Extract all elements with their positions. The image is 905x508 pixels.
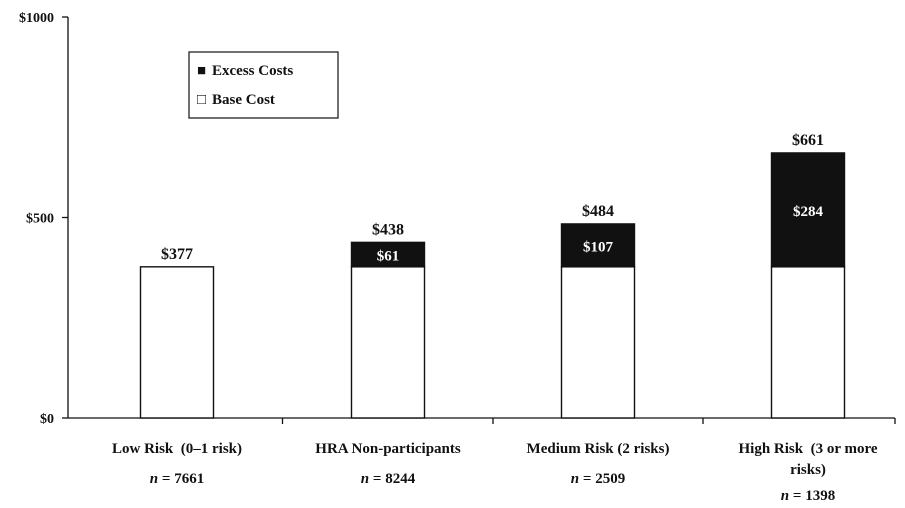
sample-size-label: n = 7661 xyxy=(150,471,204,487)
x-category-label: Low Risk (0–1 risk) xyxy=(112,441,242,457)
sample-size-label: n = 2509 xyxy=(571,471,625,487)
bar-excess-costs xyxy=(560,223,636,268)
bars xyxy=(139,152,846,419)
labels: $377 Low Risk (0–1 risk) n = 7661 $61 $438 HR… xyxy=(112,132,878,504)
bar-base-cost xyxy=(770,266,846,419)
bar-excess-costs xyxy=(350,241,426,268)
bar-base-cost xyxy=(350,266,426,419)
excess-value-label: $107 xyxy=(583,239,614,255)
y-tick-label: $500 xyxy=(26,212,54,227)
x-category-label: HRA Non-participants xyxy=(315,441,461,457)
bar-excess-costs xyxy=(770,152,846,268)
sample-size-n: n xyxy=(150,471,158,487)
legend-symbol-base: □ xyxy=(197,92,206,108)
y-tick-label: $1000 xyxy=(19,11,54,26)
sample-size-value: = 7661 xyxy=(158,471,204,487)
total-value-label: $438 xyxy=(372,221,404,238)
legend: ■ Excess Costs □ Base Cost xyxy=(188,51,339,119)
x-category-label: risks) xyxy=(790,462,826,478)
sample-size-label: n = 1398 xyxy=(781,488,835,504)
x-category-label: Medium Risk (2 risks) xyxy=(527,441,670,457)
total-value-label: $661 xyxy=(792,132,824,149)
sample-size-n: n xyxy=(361,471,369,487)
legend-box xyxy=(188,51,339,119)
total-value-label: $377 xyxy=(161,246,193,263)
y-tick-label: $0 xyxy=(40,412,54,427)
excess-value-label: $61 xyxy=(377,249,400,265)
legend-label-base: Base Cost xyxy=(212,92,275,108)
sample-size-n: n xyxy=(571,471,579,487)
sample-size-value: = 8244 xyxy=(369,471,416,487)
total-value-label: $484 xyxy=(582,203,614,220)
sample-size-label: n = 8244 xyxy=(361,471,416,487)
sample-size-value: = 2509 xyxy=(579,471,625,487)
legend-label-excess: Excess Costs xyxy=(212,63,293,79)
sample-size-value: = 1398 xyxy=(789,488,835,504)
x-category-label: High Risk (3 or more xyxy=(738,441,877,457)
bar-base-cost xyxy=(139,266,215,419)
sample-size-n: n xyxy=(781,488,789,504)
bar-base-cost xyxy=(560,266,636,419)
excess-value-label: $284 xyxy=(793,204,824,220)
legend-symbol-excess: ■ xyxy=(197,63,206,79)
